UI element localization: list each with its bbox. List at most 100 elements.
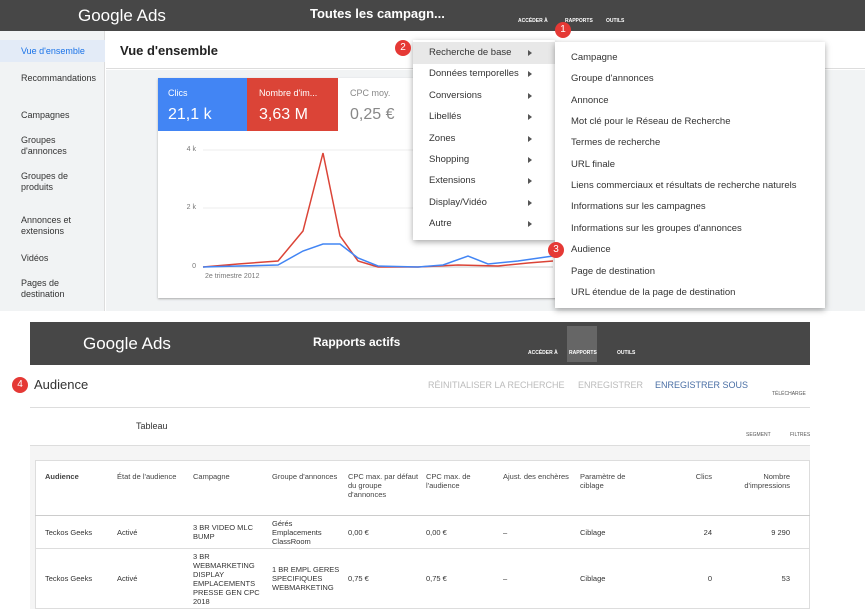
table-cell: 0: [707, 574, 712, 583]
column-header: CPC max. de l'audience: [426, 472, 471, 490]
table-cell: –: [503, 574, 508, 583]
sidebar-item: Pages de destination: [21, 278, 65, 299]
action-button: ENREGISTRER: [578, 380, 644, 390]
column-header: Nombre d'impressions: [744, 472, 790, 490]
nav-label: RAPPORTS: [569, 350, 597, 356]
sidebar-item: Groupes d'annonces: [21, 135, 67, 156]
menu-item: Zones: [429, 132, 456, 144]
table-cell: 3 BR WEBMARKETING DISPLAY EMPLACEMENTS P…: [193, 551, 260, 606]
table-cell: Activé: [117, 527, 138, 537]
submenu: [555, 42, 825, 308]
column-header: Groupe d'annonces: [272, 472, 338, 481]
table-cell: 1 BR EMPL GERES SPECIFIQUES WEBMARKETING: [272, 565, 340, 592]
submenu-item: Informations sur les groupes d'annonces: [571, 222, 742, 234]
menu-item: Extensions: [429, 175, 476, 187]
sidebar-item: Vue d'ensemble: [21, 46, 85, 56]
metric-value: 0,25 €: [350, 106, 395, 123]
menu-item: Conversions: [429, 89, 482, 101]
step-badge: 3: [548, 242, 564, 258]
tool-label: SEGMENT: [746, 432, 771, 438]
report-header-bar: [30, 322, 810, 365]
sidebar: [0, 31, 105, 311]
submenu-item: Liens commerciaux et résultats de recher…: [571, 180, 797, 192]
top-bar: [0, 0, 865, 31]
menu-item: Autre: [429, 218, 452, 230]
metric-clics: [158, 78, 247, 131]
submenu-item: Groupe d'annonces: [571, 73, 654, 85]
table-cell: 0,75 €: [426, 574, 447, 583]
brand: Google Ads: [78, 6, 166, 25]
nav-label: ACCÉDER À: [528, 350, 558, 356]
submenu-item: Termes de recherche: [571, 137, 661, 149]
table-cell: –: [503, 527, 508, 537]
submenu-item: URL étendue de la page de destination: [571, 286, 736, 298]
table-cell: Gérés Emplacements ClassRoom: [272, 518, 322, 546]
submenu-item: Mot clé pour le Réseau de Recherche: [571, 116, 731, 128]
toolbar: [30, 408, 810, 446]
sidebar-item: Annonces et extensions: [21, 215, 72, 236]
rapports-highlight: [567, 326, 597, 362]
table-cell: 0,75 €: [348, 574, 369, 583]
table-cell: 0,00 €: [426, 527, 447, 537]
column-header: Clics: [695, 472, 712, 481]
axis-label: 2 k: [186, 204, 196, 211]
step-badge: 1: [555, 22, 571, 38]
nav-label: RAPPORTS: [565, 18, 593, 24]
metric-label: Nombre d'im...: [259, 88, 318, 98]
menu-arrow: [528, 50, 532, 56]
table-cell: Ciblage: [580, 527, 606, 537]
menu-arrow: [528, 221, 532, 228]
metric-impressions: [247, 78, 338, 131]
submenu-item: Campagne: [571, 52, 618, 63]
column-header: CPC max. par défaut du groupe d'annonces: [348, 472, 419, 499]
menu-item: Shopping: [429, 154, 470, 165]
row-divider: [35, 548, 810, 549]
menu-item: Display/Vidéo: [429, 196, 487, 208]
report-title: Audience: [34, 377, 89, 392]
nav-label: ACCÉDER À: [518, 18, 548, 24]
menu-arrow: [528, 199, 532, 206]
campaign-name: Toutes les campagn...: [310, 6, 445, 21]
menu-arrow: [528, 71, 532, 78]
submenu-item: Audience: [571, 244, 611, 256]
menu-item: Données temporelles: [429, 68, 519, 80]
sidebar-item: Vidéos: [21, 253, 49, 263]
menu-arrow: [528, 135, 532, 142]
column-header: Audience: [45, 472, 79, 481]
clics-line: [202, 243, 554, 268]
table-cell: 24: [703, 527, 712, 537]
action-button: RÉINITIALISER LA RECHERCHE: [428, 380, 565, 390]
metric-label: Clics: [168, 88, 188, 98]
column-header: Paramètre de ciblage: [580, 472, 626, 490]
submenu-item: Annonce: [571, 94, 609, 106]
menu-arrow: [528, 157, 532, 163]
menu-item: Recherche de base: [429, 47, 512, 58]
table-cell: Activé: [117, 574, 138, 583]
submenu-item: Informations sur les campagnes: [571, 201, 706, 213]
menu-arrow: [528, 92, 532, 99]
axis-label: 0: [192, 263, 196, 270]
page-title: Rapports actifs: [313, 335, 401, 349]
metric-value: 3,63 M: [259, 106, 308, 123]
report-title-bar: [30, 365, 810, 408]
table-cell: 3 BR VIDEO MLC BUMP: [193, 523, 254, 541]
step-badge: 2: [395, 40, 411, 56]
download-label: TÉLÉCHARGE: [772, 391, 806, 397]
metric-value: 21,1 k: [168, 106, 212, 123]
view-selector: Tableau: [136, 421, 168, 431]
sidebar-item: Groupes de produits: [21, 171, 69, 192]
step-badge: 4: [12, 377, 28, 393]
axis-label: 4 k: [186, 146, 196, 153]
action-button: ENREGISTRER SOUS: [655, 380, 749, 390]
column-header: Campagne: [193, 472, 230, 481]
tool-label: FILTRES: [790, 432, 811, 438]
impressions-line: [202, 152, 554, 268]
menu-item: Libellés: [429, 111, 462, 123]
menu-selected: [413, 42, 555, 64]
brand: Google Ads: [83, 334, 171, 353]
sidebar-item: Recommandations: [21, 73, 97, 83]
table: [35, 460, 810, 609]
table-cell: 53: [781, 574, 790, 583]
menu-arrow: [528, 114, 532, 121]
